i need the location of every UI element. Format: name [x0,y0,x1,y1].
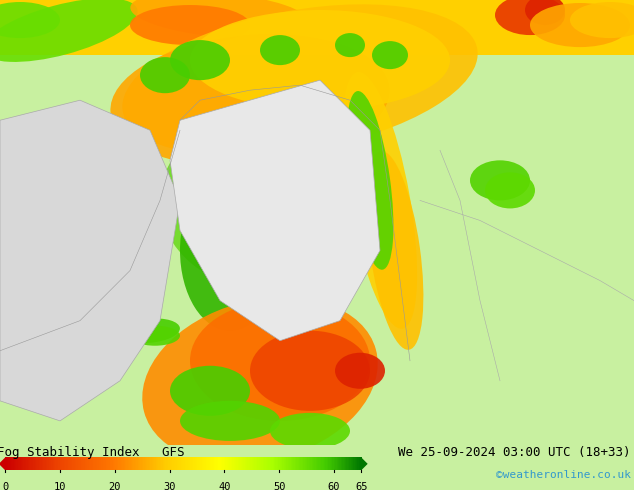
Ellipse shape [130,326,180,346]
Ellipse shape [0,0,138,62]
Ellipse shape [366,151,424,350]
Ellipse shape [142,297,378,464]
Ellipse shape [140,57,190,93]
Ellipse shape [180,401,280,441]
Ellipse shape [485,172,535,208]
Text: We 25-09-2024 03:00 UTC (18+33): We 25-09-2024 03:00 UTC (18+33) [399,446,631,459]
Ellipse shape [530,3,630,47]
Text: 65: 65 [355,482,368,490]
Ellipse shape [160,110,380,291]
Ellipse shape [260,35,300,65]
Text: 20: 20 [108,482,121,490]
Text: 0: 0 [2,482,8,490]
Ellipse shape [130,5,250,45]
Ellipse shape [170,366,250,416]
Ellipse shape [347,91,394,270]
Text: 60: 60 [328,482,340,490]
Ellipse shape [0,2,60,38]
Ellipse shape [470,160,530,200]
Ellipse shape [131,0,309,38]
Ellipse shape [250,331,370,411]
Ellipse shape [335,353,385,389]
Ellipse shape [525,0,565,25]
Ellipse shape [190,10,450,110]
Ellipse shape [180,171,280,331]
Ellipse shape [335,33,365,57]
Ellipse shape [120,318,180,343]
Ellipse shape [110,34,389,166]
Text: 30: 30 [164,482,176,490]
Polygon shape [361,458,368,470]
Polygon shape [0,100,180,421]
Text: Fog Stability Index   GFS: Fog Stability Index GFS [0,446,184,459]
Ellipse shape [270,413,350,449]
Text: 10: 10 [54,482,66,490]
Ellipse shape [122,4,477,156]
Ellipse shape [343,72,417,329]
Text: ©weatheronline.co.uk: ©weatheronline.co.uk [496,470,631,480]
Bar [0,0,634,55]
Ellipse shape [570,2,634,38]
Polygon shape [170,80,380,341]
Ellipse shape [170,40,230,80]
Ellipse shape [495,0,565,35]
Ellipse shape [190,301,370,421]
Text: 50: 50 [273,482,285,490]
Polygon shape [0,458,5,470]
Ellipse shape [372,41,408,69]
Ellipse shape [200,160,280,301]
Text: 40: 40 [218,482,231,490]
